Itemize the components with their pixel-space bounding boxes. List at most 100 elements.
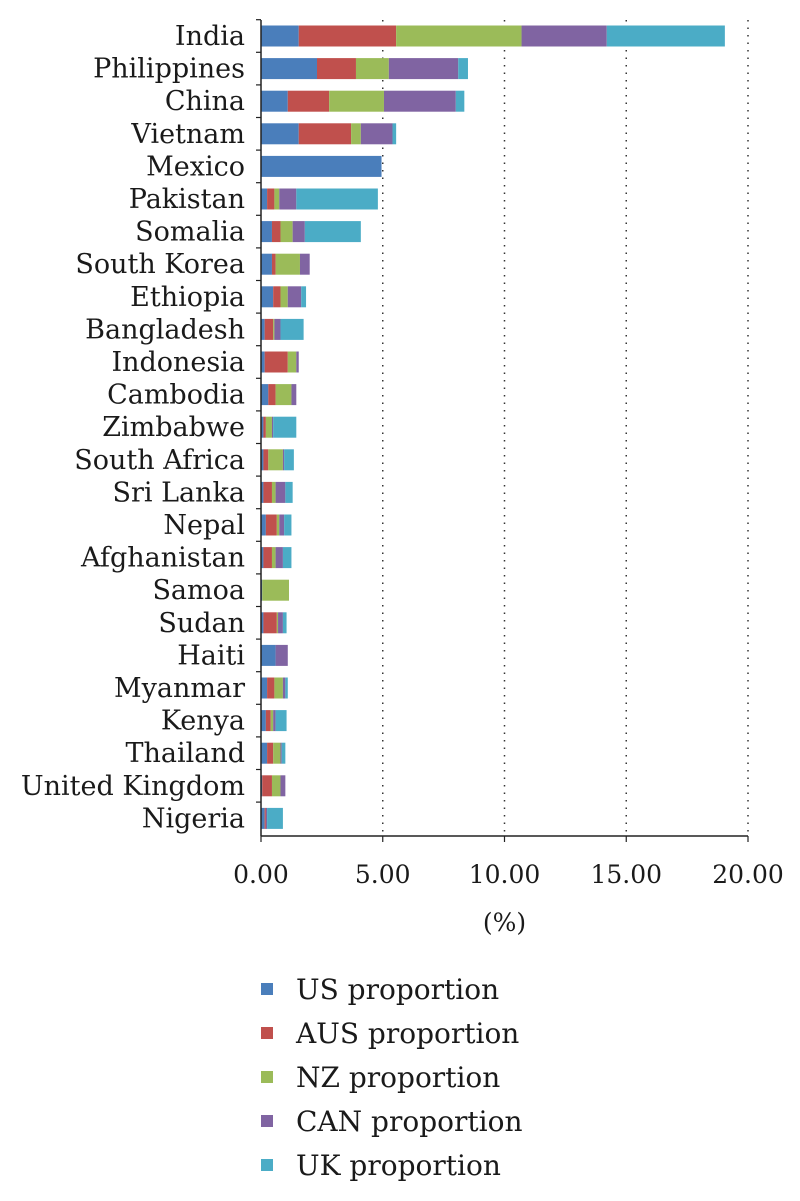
bar-india-series-3: [521, 25, 607, 47]
bar-philippines-series-0: [261, 58, 318, 80]
bar-india-series-1: [298, 25, 397, 47]
bar-vietnam-series-4: [392, 123, 397, 145]
bar-united-kingdom-series-3: [280, 775, 286, 797]
x-tick-label: 15.00: [590, 860, 662, 889]
bar-vietnam-series-0: [261, 123, 299, 145]
bars: [261, 25, 725, 829]
legend-label: CAN proportion: [296, 1105, 522, 1138]
category-label: Sudan: [158, 608, 245, 639]
category-label: Zimbabwe: [102, 412, 245, 443]
bar-ethiopia-series-0: [261, 286, 274, 308]
bar-philippines-series-2: [355, 58, 389, 80]
bar-ethiopia-series-1: [273, 286, 281, 308]
bar-somalia-series-2: [280, 221, 293, 243]
bar-bangladesh-series-2: [273, 318, 275, 340]
category-label: Myanmar: [114, 673, 245, 704]
bar-indonesia-series-1: [264, 351, 288, 373]
bar-vietnam-series-3: [360, 123, 393, 145]
bar-bangladesh-series-1: [264, 318, 274, 340]
bar-south-africa-series-0: [261, 449, 264, 471]
category-label: Mexico: [146, 151, 245, 182]
category-label: Bangladesh: [85, 314, 245, 345]
bar-kenya-series-1: [265, 710, 271, 732]
bar-pakistan-series-1: [267, 188, 275, 210]
category-label: Philippines: [93, 54, 245, 85]
bar-myanmar-series-2: [274, 677, 283, 699]
bar-cambodia-series-3: [291, 384, 297, 406]
legend-label: AUS proportion: [295, 1017, 519, 1050]
legend-swatch: [261, 1027, 273, 1039]
bar-somalia-series-4: [304, 221, 361, 243]
bar-philippines-series-3: [388, 58, 459, 80]
bar-kenya-series-3: [273, 710, 276, 732]
bar-nepal-series-3: [279, 514, 285, 536]
bar-nepal-series-0: [261, 514, 266, 536]
bar-haiti-series-3: [275, 644, 288, 666]
bar-india-series-2: [396, 25, 522, 47]
legend-swatch: [261, 1115, 273, 1127]
legend-swatch: [261, 983, 273, 995]
category-label: China: [165, 86, 245, 117]
gridlines: [382, 20, 749, 836]
bar-zimbabwe-series-1: [263, 416, 266, 438]
bar-zimbabwe-series-0: [261, 416, 264, 438]
legend-swatch: [261, 1159, 273, 1171]
bar-nigeria-series-4: [267, 807, 283, 829]
bar-ethiopia-series-4: [301, 286, 307, 308]
bar-mexico-series-0: [261, 155, 382, 177]
bar-kenya-series-2: [270, 710, 274, 732]
bar-haiti-series-0: [261, 644, 276, 666]
category-label: Haiti: [177, 640, 245, 671]
x-tick-labels: 0.00 5.00 10.00 15.00 20.00: [233, 860, 784, 889]
bar-afghanistan-series-0: [261, 547, 264, 569]
bar-pakistan-series-4: [296, 188, 378, 210]
bar-thailand-series-0: [261, 742, 268, 764]
bar-vietnam-series-2: [351, 123, 361, 145]
bar-nigeria-series-0: [261, 807, 265, 829]
category-label: India: [175, 21, 245, 52]
bar-nepal-series-4: [284, 514, 292, 536]
axes: [256, 19, 749, 842]
bar-south-korea-series-2: [275, 253, 300, 275]
bar-india-series-4: [606, 25, 725, 47]
bar-pakistan-series-0: [261, 188, 268, 210]
bar-sudan-series-2: [276, 612, 279, 634]
bar-cambodia-series-1: [268, 384, 276, 406]
category-label: Sri Lanka: [113, 477, 246, 508]
x-axis-title: (%): [483, 908, 526, 937]
bar-zimbabwe-series-2: [265, 416, 272, 438]
bar-south-korea-series-0: [261, 253, 272, 275]
bar-pakistan-series-2: [274, 188, 280, 210]
category-label: Ethiopia: [130, 282, 245, 313]
bar-sri-lanka-series-0: [261, 481, 264, 503]
bar-thailand-series-4: [281, 742, 286, 764]
bar-south-korea-series-3: [299, 253, 310, 275]
bar-china-series-3: [383, 90, 456, 112]
bar-indonesia-series-2: [287, 351, 297, 373]
category-label: United Kingdom: [21, 771, 245, 802]
category-label: Nepal: [163, 510, 245, 541]
bar-south-africa-series-1: [263, 449, 269, 471]
category-label: Samoa: [152, 575, 245, 606]
bar-myanmar-series-3: [282, 677, 286, 699]
legend-label: NZ proportion: [296, 1061, 500, 1094]
bar-philippines-series-1: [317, 58, 356, 80]
bar-indonesia-series-0: [261, 351, 265, 373]
x-tick-label: 5.00: [355, 860, 411, 889]
bar-sri-lanka-series-2: [271, 481, 276, 503]
bar-vietnam-series-1: [298, 123, 352, 145]
bar-south-africa-series-3: [282, 449, 285, 471]
bar-myanmar-series-0: [261, 677, 268, 699]
bar-myanmar-series-4: [285, 677, 288, 699]
category-label: Somalia: [135, 217, 245, 248]
bar-thailand-series-1: [267, 742, 274, 764]
bar-south-korea-series-1: [271, 253, 276, 275]
bar-china-series-4: [455, 90, 465, 112]
category-label: Pakistan: [129, 184, 245, 215]
bar-china-series-0: [261, 90, 288, 112]
bar-cambodia-series-2: [275, 384, 292, 406]
bar-afghanistan-series-3: [275, 547, 283, 569]
legend-label: UK proportion: [296, 1149, 501, 1182]
bar-somalia-series-3: [292, 221, 305, 243]
bar-zimbabwe-series-3: [271, 416, 274, 438]
